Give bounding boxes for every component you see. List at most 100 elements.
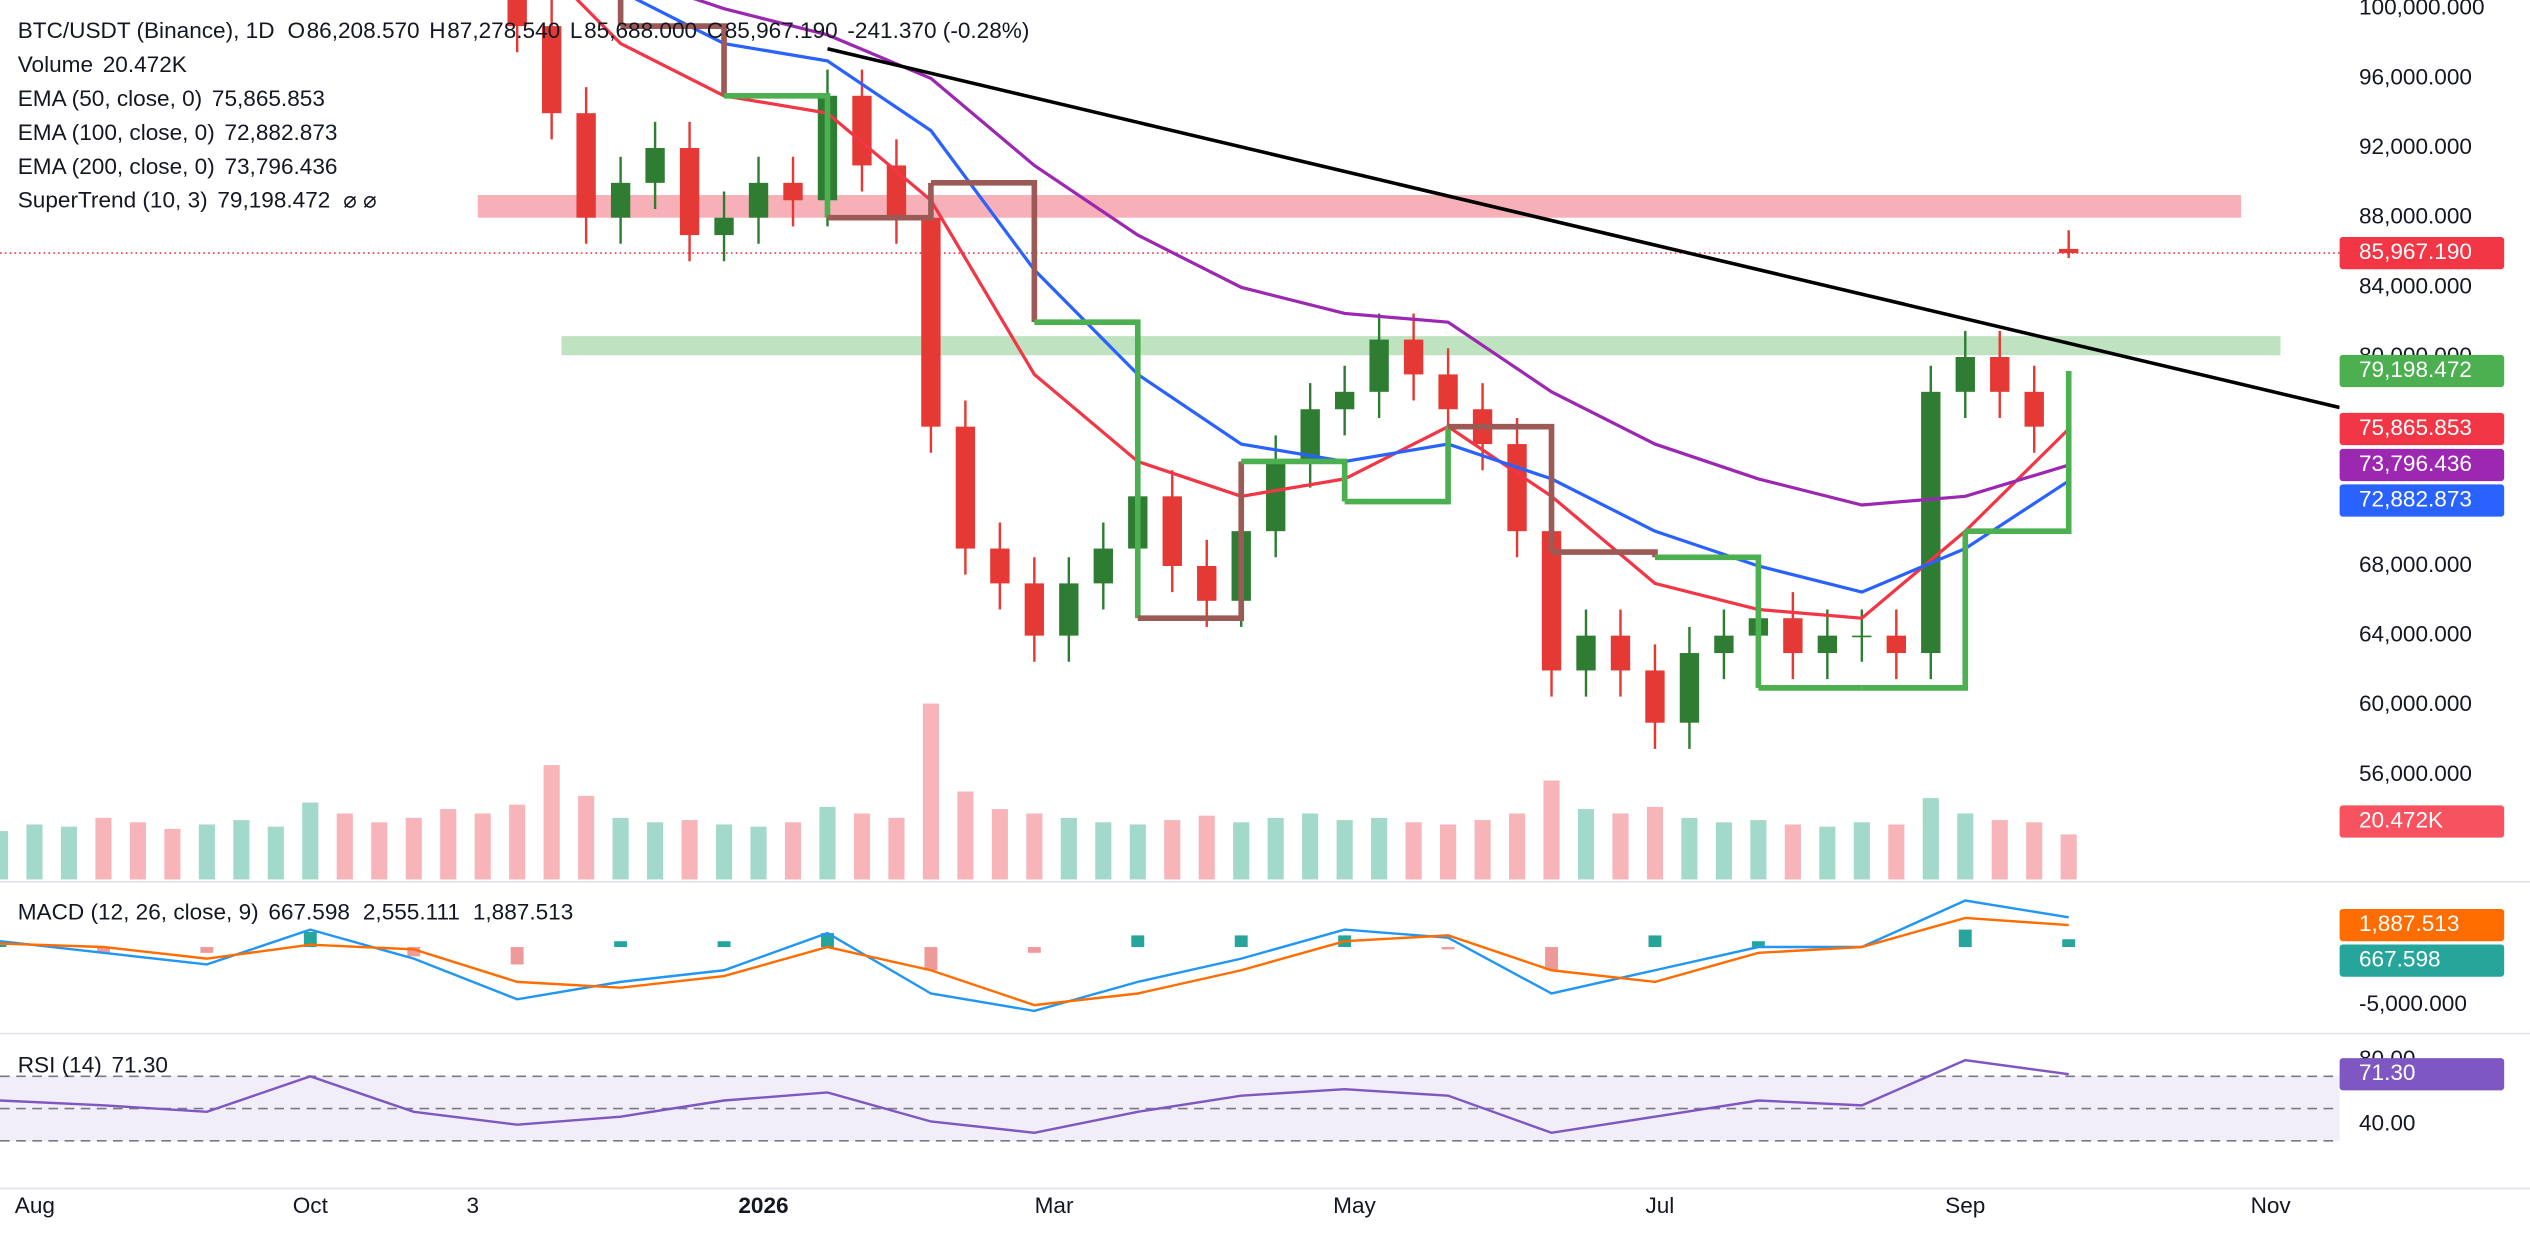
volume-bar [543, 765, 560, 880]
macd-histogram-bar [1958, 929, 1972, 948]
supertrend-segment [1034, 319, 1141, 619]
macd-histogram-bar [510, 947, 524, 965]
volume-bar [509, 804, 526, 880]
legend-text: 85,967.190 [725, 18, 838, 43]
volume-bar [474, 813, 491, 880]
legend-text: 85,688.000 [584, 18, 697, 43]
candle-body [1610, 635, 1631, 671]
volume-bar [681, 820, 698, 880]
candle-body [1679, 653, 1700, 723]
candle-body [1817, 635, 1838, 654]
macd-line [0, 916, 2069, 1007]
candle-body [1024, 583, 1045, 636]
y-tick-label: 96,000.000 [2359, 64, 2472, 89]
legend-text: 73,796.436 [224, 154, 337, 179]
volume-bar [1612, 813, 1629, 880]
legend-text: H [429, 18, 445, 43]
legend-text: 667.598 [268, 899, 350, 924]
candle-body [886, 165, 907, 218]
volume-bar [1302, 813, 1319, 880]
candle-body [1955, 357, 1975, 392]
macd-histogram-bar [1441, 947, 1455, 950]
volume-bar [60, 826, 78, 880]
candle-body [921, 217, 941, 427]
volume-bar [1405, 822, 1422, 880]
legend-text: SuperTrend (10, 3) [18, 188, 208, 213]
price-label-box [2339, 412, 2505, 446]
legend-text: 20.472K [103, 52, 187, 77]
volume-bar [1129, 824, 1146, 880]
volume-bar [991, 809, 1008, 880]
legend-text: MACD (12, 26, close, 9) [18, 899, 259, 924]
volume-bar [1646, 806, 1664, 880]
volume-bar [2060, 834, 2077, 880]
y-tick-label: -5,000.000 [2359, 991, 2467, 1016]
volume-bar [0, 831, 9, 880]
candle-body [1197, 565, 1217, 601]
volume-bar [612, 817, 629, 880]
candle-body [1093, 548, 1113, 584]
volume-bar [336, 813, 353, 880]
volume-bar [1922, 798, 1939, 880]
legend-text: 71.30 [111, 1053, 168, 1078]
macd-histogram-bar [407, 947, 421, 957]
y-tick-label: 84,000.000 [2359, 273, 2472, 298]
price-label: 72,882.873 [2359, 487, 2472, 512]
x-tick-label: Jul [1645, 1193, 1674, 1218]
rsi-pane [0, 1058, 2340, 1142]
volume-bar [1750, 820, 1767, 880]
macd-histogram-bar [1545, 947, 1558, 971]
candle-body [2059, 248, 2079, 254]
legend-text: 79,198.472 [217, 188, 330, 213]
supertrend-segment [1344, 426, 1451, 505]
price-label-box [2339, 484, 2505, 517]
volume-bar [1026, 813, 1043, 880]
macd-histogram-bar [200, 947, 214, 953]
legend-text: EMA (50, close, 0) [18, 86, 202, 111]
macd-histogram-bar [821, 933, 834, 948]
volume-bar [1543, 780, 1560, 880]
macd-histogram-bar [1234, 935, 1248, 948]
legend-text: 87,278.540 [447, 18, 560, 43]
supertrend-segment [1241, 458, 1348, 502]
y-tick-label: 64,000.000 [2359, 622, 2472, 647]
volume-bar [405, 817, 422, 880]
y-tick-label: 40.00 [2359, 1111, 2416, 1136]
volume-bar [1371, 817, 1388, 880]
volume-bar [715, 824, 733, 880]
candle-body [1645, 670, 1665, 723]
volume-bar [95, 817, 112, 880]
volume-bar [2026, 822, 2043, 880]
candle-body [679, 148, 700, 236]
macd-histogram-bar [614, 941, 628, 948]
candle-body [1266, 461, 1286, 532]
macd-histogram-bar [1648, 935, 1662, 948]
macd-line [0, 899, 2069, 1013]
price-label-box [2339, 1058, 2505, 1091]
price-label-box [2339, 354, 2505, 388]
supertrend-segment [620, 23, 727, 96]
price-label: 20.472K [2359, 807, 2443, 832]
candle-body [1334, 391, 1355, 410]
price-label-box [2339, 944, 2505, 977]
volume-bar [371, 822, 388, 880]
price-label-box [2339, 805, 2505, 838]
ema-line [693, 0, 2070, 507]
volume-bar [1819, 826, 1836, 880]
price-label-box [2339, 236, 2505, 270]
price-label-box [2339, 448, 2505, 482]
ema-line [575, 0, 2070, 620]
volume-bar [1095, 822, 1112, 880]
candle-body [541, 26, 562, 114]
legend-text: ⌀ ⌀ [343, 188, 377, 213]
volume-bar [1853, 822, 1870, 880]
macd-histogram-bar [303, 931, 317, 948]
volume-bar [819, 806, 836, 880]
macd-histogram-bar [96, 947, 110, 953]
candle-body [748, 182, 769, 218]
price-label: 85,967.190 [2359, 239, 2472, 264]
macd-histogram-bar [2062, 939, 2076, 948]
volume-bar [1508, 813, 1526, 880]
candle-body [507, 0, 527, 27]
